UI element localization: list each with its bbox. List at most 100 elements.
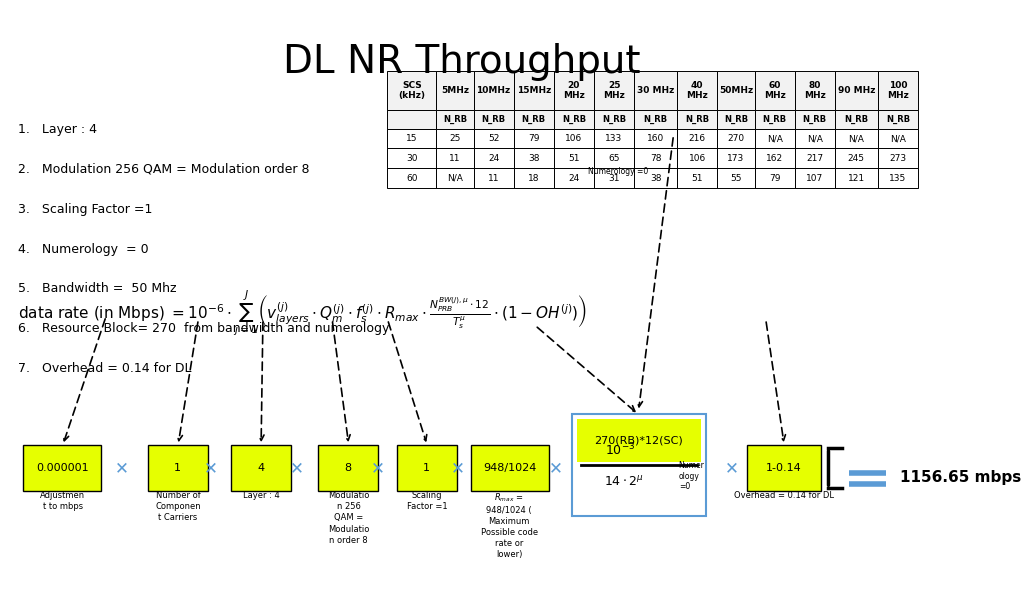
Text: N_RB: N_RB [685, 115, 710, 124]
FancyBboxPatch shape [554, 129, 594, 149]
FancyBboxPatch shape [436, 149, 473, 168]
FancyBboxPatch shape [717, 129, 755, 149]
FancyBboxPatch shape [634, 149, 677, 168]
Text: N/A: N/A [807, 134, 822, 143]
Text: 270(RB)*12(SC): 270(RB)*12(SC) [595, 435, 683, 445]
FancyBboxPatch shape [835, 149, 878, 168]
Text: ✕: ✕ [290, 459, 304, 477]
Text: 50MHz: 50MHz [719, 86, 753, 95]
FancyBboxPatch shape [755, 129, 795, 149]
Text: 10MHz: 10MHz [476, 86, 511, 95]
Text: Number of
Componen
t Carriers: Number of Componen t Carriers [156, 491, 201, 523]
FancyBboxPatch shape [514, 129, 554, 149]
Text: 160: 160 [647, 134, 665, 143]
Text: 79: 79 [769, 174, 780, 183]
Text: $14 \cdot 2^{\mu}$: $14 \cdot 2^{\mu}$ [604, 475, 644, 489]
Text: 0.000001: 0.000001 [36, 463, 89, 473]
FancyBboxPatch shape [835, 111, 878, 129]
Text: Scaling
Factor =1: Scaling Factor =1 [407, 491, 447, 511]
FancyBboxPatch shape [677, 168, 717, 188]
Text: 245: 245 [848, 154, 865, 163]
Text: 78: 78 [650, 154, 662, 163]
Text: N/A: N/A [767, 134, 782, 143]
Text: 24: 24 [568, 174, 580, 183]
FancyBboxPatch shape [594, 168, 634, 188]
Text: Modulatio
n 256
QAM =
Modulatio
n order 8: Modulatio n 256 QAM = Modulatio n order … [328, 491, 370, 545]
Text: 79: 79 [528, 134, 540, 143]
FancyBboxPatch shape [795, 168, 835, 188]
Text: 1-0.14: 1-0.14 [766, 463, 802, 473]
Text: N_RB: N_RB [886, 115, 910, 124]
Text: 1.   Layer : 4: 1. Layer : 4 [18, 123, 97, 136]
FancyBboxPatch shape [318, 445, 378, 491]
FancyBboxPatch shape [634, 111, 677, 129]
Text: 51: 51 [568, 154, 580, 163]
Text: 30 MHz: 30 MHz [637, 86, 674, 95]
Text: 162: 162 [766, 154, 783, 163]
Text: Layer : 4: Layer : 4 [243, 491, 280, 500]
FancyBboxPatch shape [677, 129, 717, 149]
Text: 106: 106 [688, 154, 706, 163]
FancyBboxPatch shape [755, 168, 795, 188]
FancyBboxPatch shape [514, 111, 554, 129]
Text: 20
MHz: 20 MHz [563, 80, 585, 100]
FancyBboxPatch shape [554, 111, 594, 129]
Text: 65: 65 [608, 154, 620, 163]
FancyBboxPatch shape [795, 129, 835, 149]
FancyBboxPatch shape [878, 149, 918, 168]
Text: 90 MHz: 90 MHz [838, 86, 876, 95]
FancyBboxPatch shape [717, 149, 755, 168]
FancyBboxPatch shape [717, 71, 755, 111]
Text: N_RB: N_RB [442, 115, 467, 124]
FancyBboxPatch shape [878, 71, 918, 111]
Text: N_RB: N_RB [602, 115, 626, 124]
Text: N_RB: N_RB [481, 115, 506, 124]
FancyBboxPatch shape [755, 149, 795, 168]
FancyBboxPatch shape [634, 129, 677, 149]
Text: 5.   Bandwidth =  50 Mhz: 5. Bandwidth = 50 Mhz [18, 282, 177, 295]
Text: 11: 11 [450, 154, 461, 163]
Text: 24: 24 [488, 154, 500, 163]
Text: 1156.65 mbps: 1156.65 mbps [899, 470, 1021, 485]
Text: 948/1024: 948/1024 [483, 463, 537, 473]
Text: 51: 51 [691, 174, 702, 183]
Text: 40
MHz: 40 MHz [686, 80, 708, 100]
Text: N/A: N/A [890, 134, 906, 143]
Text: ✕: ✕ [204, 459, 217, 477]
FancyBboxPatch shape [396, 445, 457, 491]
Text: 18: 18 [528, 174, 540, 183]
Text: 135: 135 [889, 174, 906, 183]
FancyBboxPatch shape [473, 129, 514, 149]
FancyBboxPatch shape [230, 445, 291, 491]
Text: ✕: ✕ [725, 459, 738, 477]
Text: 11: 11 [487, 174, 500, 183]
Text: N_RB: N_RB [643, 115, 668, 124]
FancyBboxPatch shape [387, 111, 436, 129]
FancyBboxPatch shape [554, 168, 594, 188]
FancyBboxPatch shape [387, 71, 436, 111]
Text: N/A: N/A [849, 134, 864, 143]
FancyBboxPatch shape [878, 168, 918, 188]
FancyBboxPatch shape [572, 414, 706, 516]
Text: N_RB: N_RB [844, 115, 868, 124]
Text: 121: 121 [848, 174, 865, 183]
Text: ✕: ✕ [115, 459, 129, 477]
Text: ✕: ✕ [372, 459, 385, 477]
FancyBboxPatch shape [677, 111, 717, 129]
Text: 4: 4 [257, 463, 264, 473]
Text: 3.   Scaling Factor =1: 3. Scaling Factor =1 [18, 203, 153, 216]
Text: N_RB: N_RB [521, 115, 546, 124]
Text: 5MHz: 5MHz [441, 86, 469, 95]
Text: 1: 1 [423, 463, 430, 473]
FancyBboxPatch shape [473, 149, 514, 168]
Text: 7.   Overhead = 0.14 for DL: 7. Overhead = 0.14 for DL [18, 362, 191, 375]
Text: 15: 15 [407, 134, 418, 143]
FancyBboxPatch shape [436, 71, 473, 111]
Text: 80
MHz: 80 MHz [804, 80, 825, 100]
Text: N_RB: N_RB [562, 115, 586, 124]
Text: SCS
(kHz): SCS (kHz) [398, 80, 425, 100]
Text: N_RB: N_RB [724, 115, 748, 124]
FancyBboxPatch shape [634, 168, 677, 188]
FancyBboxPatch shape [387, 168, 436, 188]
FancyBboxPatch shape [514, 149, 554, 168]
